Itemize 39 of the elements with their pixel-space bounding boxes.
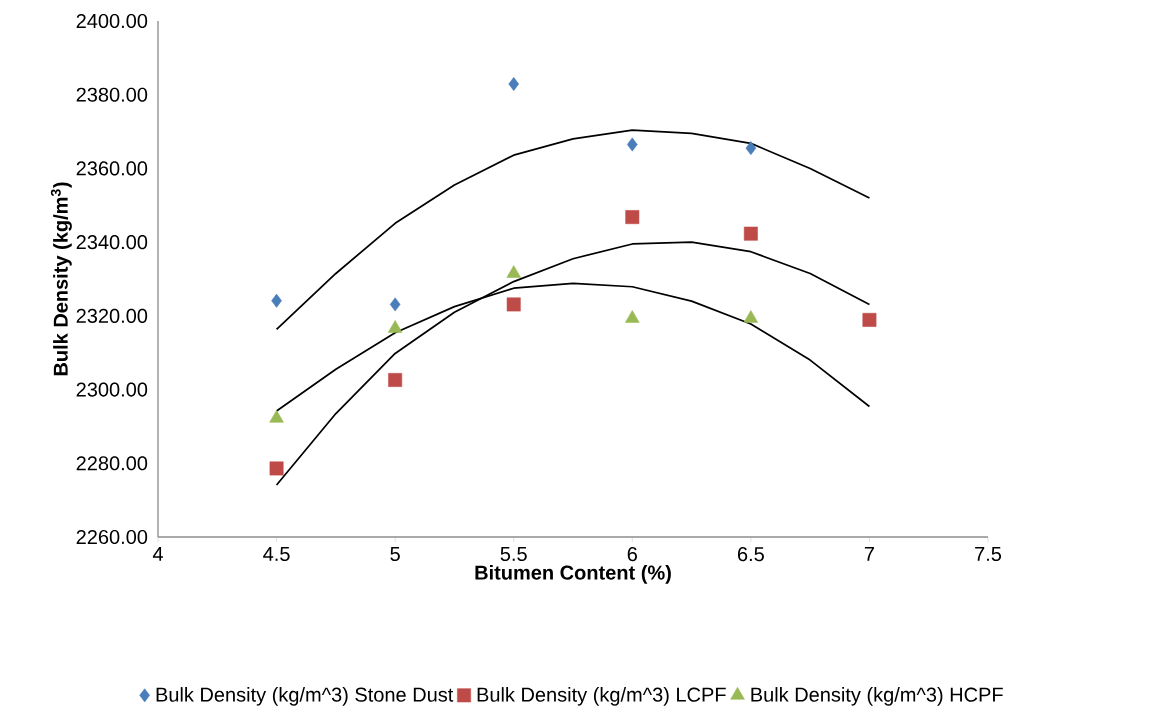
point: [506, 297, 521, 312]
x-tick-label: 5: [390, 547, 400, 561]
y-tick-label: 2380.00: [76, 87, 148, 102]
line-series: [275, 241, 871, 486]
point: [743, 226, 758, 241]
point: [745, 141, 757, 156]
point: [508, 77, 519, 91]
point: [625, 310, 640, 323]
y-tick-label: 2280.00: [76, 456, 148, 471]
point: [506, 265, 521, 278]
x-tick-label: 4: [152, 547, 163, 561]
point: [269, 410, 284, 423]
legend-label: Bulk Density (kg/m^3) LCPF: [477, 687, 726, 706]
y-tick-label: 2260.00: [76, 529, 148, 545]
y-tick-label: 2300.00: [76, 382, 148, 397]
x-axis-title: Bitumen Content (%): [475, 565, 671, 584]
point: [627, 137, 638, 152]
x-tick-label: 5.5: [500, 547, 527, 561]
line-series: [275, 129, 871, 331]
point: [388, 373, 403, 387]
legend-label: Bulk Density (kg/m^3) HCPF: [751, 687, 1003, 706]
x-tick-label: 7.5: [975, 547, 1002, 561]
x-tick-label: 4.5: [263, 547, 290, 561]
y-tick-label: 2340.00: [76, 235, 148, 250]
point: [271, 293, 282, 308]
x-tick-label: 7: [864, 547, 874, 561]
y-tick-label: 2400.00: [76, 13, 148, 29]
point: [387, 320, 403, 333]
point: [269, 461, 284, 476]
legend-label: Bulk Density (kg/m^3) Stone Dust: [156, 687, 454, 706]
y-tick-label: 2360.00: [76, 161, 148, 176]
y-axis-title: Bulk Density (kg/m$^{3}$): [50, 182, 72, 376]
x-tick-label: 6: [627, 547, 637, 562]
point: [862, 312, 877, 327]
x-tick-label: 6.5: [737, 547, 764, 562]
y-tick-label: 2320.00: [76, 308, 148, 323]
point: [743, 310, 759, 323]
point: [625, 210, 640, 225]
point: [389, 297, 401, 312]
